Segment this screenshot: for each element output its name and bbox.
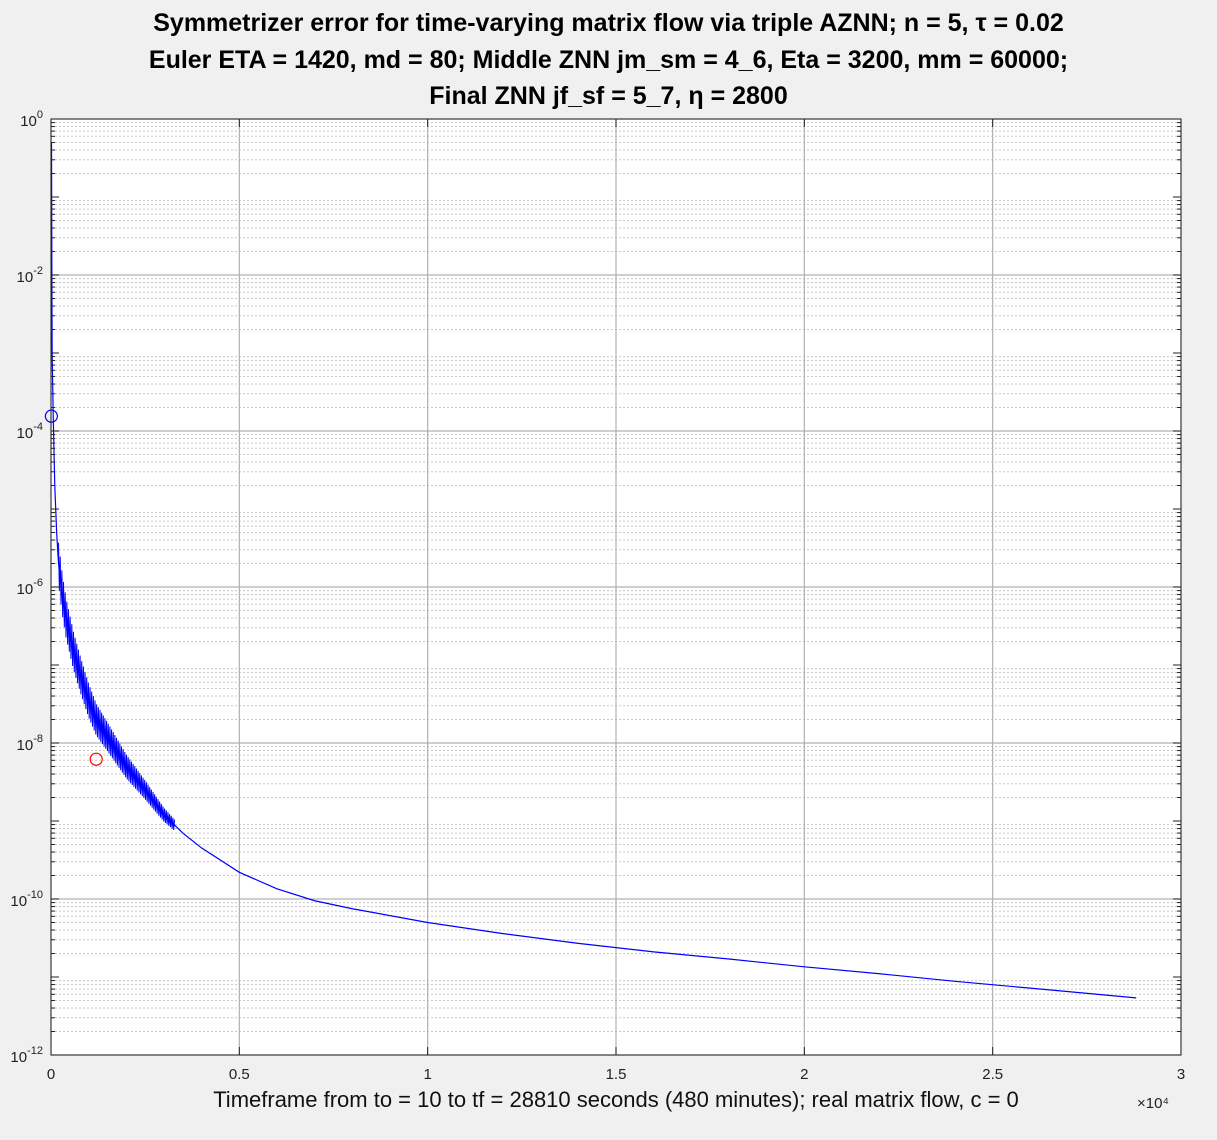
x-tick-label: 2.5 — [982, 1066, 1003, 1083]
x-tick-label: 1 — [423, 1066, 431, 1083]
tick-marks — [50, 119, 1182, 1056]
x-tick-labels: 0 0.5 1 1.5 2 2.5 3 — [47, 1066, 1185, 1083]
chart-title-line-3: Final ZNN jf_sf = 5_7, η = 2800 — [429, 82, 788, 110]
y-tick-label: 10-6 — [17, 577, 43, 598]
y-tick-label: 10-2 — [17, 265, 43, 286]
y-tick-label: 10-8 — [17, 733, 43, 754]
x-tick-label: 0 — [47, 1066, 55, 1083]
chart-title-line-1: Symmetrizer error for time-varying matri… — [153, 9, 1064, 37]
y-tick-label: 100 — [20, 109, 43, 130]
x-tick-label: 3 — [1177, 1066, 1185, 1083]
chart-title-line-2: Euler ETA = 1420, md = 80; Middle ZNN jm… — [148, 46, 1069, 74]
y-tick-labels: 10-12 10-10 10-8 10-6 10-4 10-2 100 — [10, 109, 43, 1066]
x-axis-multiplier: ×10⁴ — [1137, 1095, 1169, 1112]
y-tick-label: 10-12 — [10, 1045, 43, 1066]
marker-circle — [89, 752, 103, 766]
x-axis-label: Timeframe from to = 10 to tf = 28810 sec… — [213, 1087, 1019, 1112]
series-oscillation-band — [58, 542, 176, 830]
y-tick-label: 10-4 — [17, 421, 43, 442]
x-tick-label: 1.5 — [606, 1066, 627, 1083]
x-tick-label: 0.5 — [229, 1066, 250, 1083]
y-tick-label: 10-10 — [10, 889, 43, 910]
x-tick-label: 2 — [800, 1066, 808, 1083]
